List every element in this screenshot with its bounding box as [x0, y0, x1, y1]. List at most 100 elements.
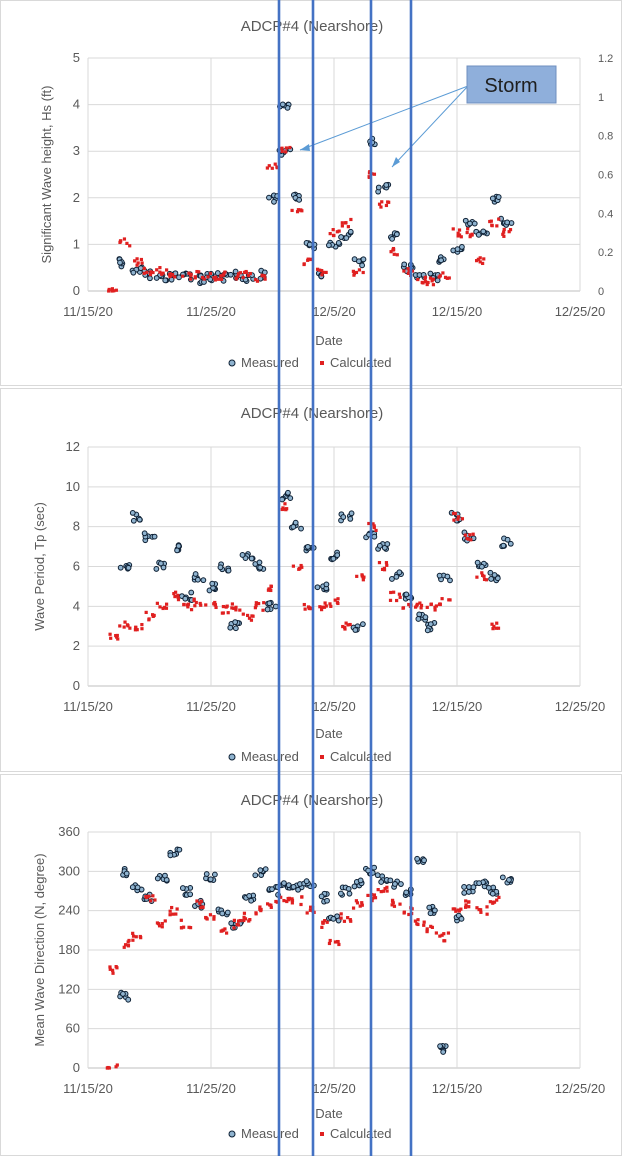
data-point-calculated — [122, 625, 126, 629]
data-point-calculated — [164, 268, 169, 272]
data-point-calculated — [468, 235, 472, 239]
data-point-calculated — [485, 905, 489, 909]
data-point-calculated — [465, 231, 469, 235]
y-axis-label: Wave Period, Tp (sec) — [32, 502, 47, 631]
data-point-calculated — [258, 905, 262, 909]
data-point-calculated — [115, 1063, 119, 1067]
data-point-calculated — [253, 606, 257, 610]
data-point-calculated — [457, 228, 462, 232]
data-point-calculated — [208, 271, 213, 276]
data-point-calculated — [407, 269, 411, 273]
data-point-calculated — [202, 277, 206, 281]
data-point-calculated — [290, 208, 294, 213]
data-point-calculated — [354, 270, 359, 275]
data-point-calculated — [348, 918, 352, 922]
data-point-calculated — [182, 925, 186, 929]
data-point-calculated — [111, 971, 115, 975]
data-point-calculated — [140, 261, 144, 265]
data-point-calculated — [161, 606, 165, 611]
data-point-calculated — [265, 166, 269, 170]
data-point-calculated — [269, 905, 273, 909]
data-point-calculated — [187, 925, 191, 929]
y2-tick-label: 0.4 — [598, 208, 613, 220]
data-point-calculated — [115, 633, 119, 638]
data-point-calculated — [265, 902, 270, 906]
data-point-calculated — [501, 232, 505, 236]
data-point-measured — [458, 915, 465, 922]
data-point-calculated — [236, 919, 241, 923]
chart-panel — [0, 0, 622, 386]
data-point-measured — [347, 228, 354, 235]
data-point-calculated — [152, 613, 156, 618]
data-point-calculated — [175, 907, 179, 911]
data-point-calculated — [323, 601, 327, 605]
data-point-calculated — [241, 612, 245, 616]
data-point-calculated — [433, 608, 437, 612]
data-point-calculated — [230, 602, 235, 606]
data-point-calculated — [133, 259, 137, 263]
data-point-calculated — [275, 165, 279, 169]
data-point-calculated — [469, 538, 473, 542]
y-tick-label: 360 — [58, 824, 80, 839]
x-tick-label: 12/15/20 — [432, 1081, 483, 1096]
data-point-calculated — [299, 902, 303, 907]
data-point-measured — [257, 275, 264, 282]
data-point-calculated — [388, 598, 393, 602]
data-point-calculated — [147, 894, 151, 898]
data-point-measured — [225, 567, 232, 574]
callout-box — [466, 65, 557, 104]
data-point-calculated — [429, 924, 433, 928]
data-point-calculated — [136, 261, 140, 265]
data-point-calculated — [464, 905, 468, 909]
data-point-calculated — [153, 898, 157, 902]
data-point-measured — [334, 552, 341, 559]
data-point-calculated — [315, 267, 320, 271]
data-point-calculated — [111, 968, 115, 972]
data-point-calculated — [107, 287, 111, 292]
data-point-calculated — [160, 921, 164, 926]
data-point-measured — [347, 516, 354, 522]
data-point-calculated — [234, 608, 238, 612]
y-tick-label: 3 — [73, 143, 80, 158]
data-point-measured — [470, 884, 477, 891]
data-point-calculated — [402, 269, 406, 273]
data-point-calculated — [182, 603, 186, 607]
data-point-calculated — [398, 595, 402, 599]
data-point-measured — [314, 584, 321, 591]
data-point-measured — [304, 543, 311, 550]
data-point-calculated — [238, 271, 243, 275]
data-point-measured — [348, 510, 355, 517]
y-tick-label: 10 — [66, 479, 80, 494]
data-point-calculated — [339, 916, 343, 920]
data-point-calculated — [186, 605, 190, 609]
data-point-calculated — [318, 605, 322, 609]
data-point-measured — [141, 530, 148, 537]
data-point-measured — [383, 182, 390, 188]
y-tick-label: 300 — [58, 863, 80, 878]
y2-tick-label: 0 — [598, 286, 604, 298]
data-point-measured — [340, 514, 347, 520]
data-point-measured — [359, 621, 366, 628]
data-point-measured — [232, 268, 239, 275]
chart-panel — [0, 774, 622, 1156]
data-point-calculated — [355, 574, 359, 578]
data-point-calculated — [496, 626, 501, 630]
data-point-calculated — [402, 910, 406, 914]
y-tick-label: 2 — [73, 638, 80, 653]
data-point-measured — [323, 581, 330, 588]
data-point-measured — [200, 577, 207, 584]
data-point-calculated — [280, 507, 284, 512]
data-point-calculated — [241, 275, 245, 280]
x-tick-label: 11/15/20 — [63, 1081, 113, 1096]
data-point-calculated — [257, 601, 261, 606]
data-point-calculated — [372, 893, 377, 897]
data-point-calculated — [199, 905, 203, 910]
data-point-calculated — [176, 593, 180, 597]
data-point-calculated — [280, 149, 284, 153]
data-point-calculated — [151, 894, 155, 898]
data-point-measured — [465, 889, 472, 895]
data-point-calculated — [367, 175, 371, 179]
data-point-measured — [392, 881, 398, 887]
data-point-measured — [303, 878, 310, 885]
data-point-calculated — [172, 591, 176, 596]
